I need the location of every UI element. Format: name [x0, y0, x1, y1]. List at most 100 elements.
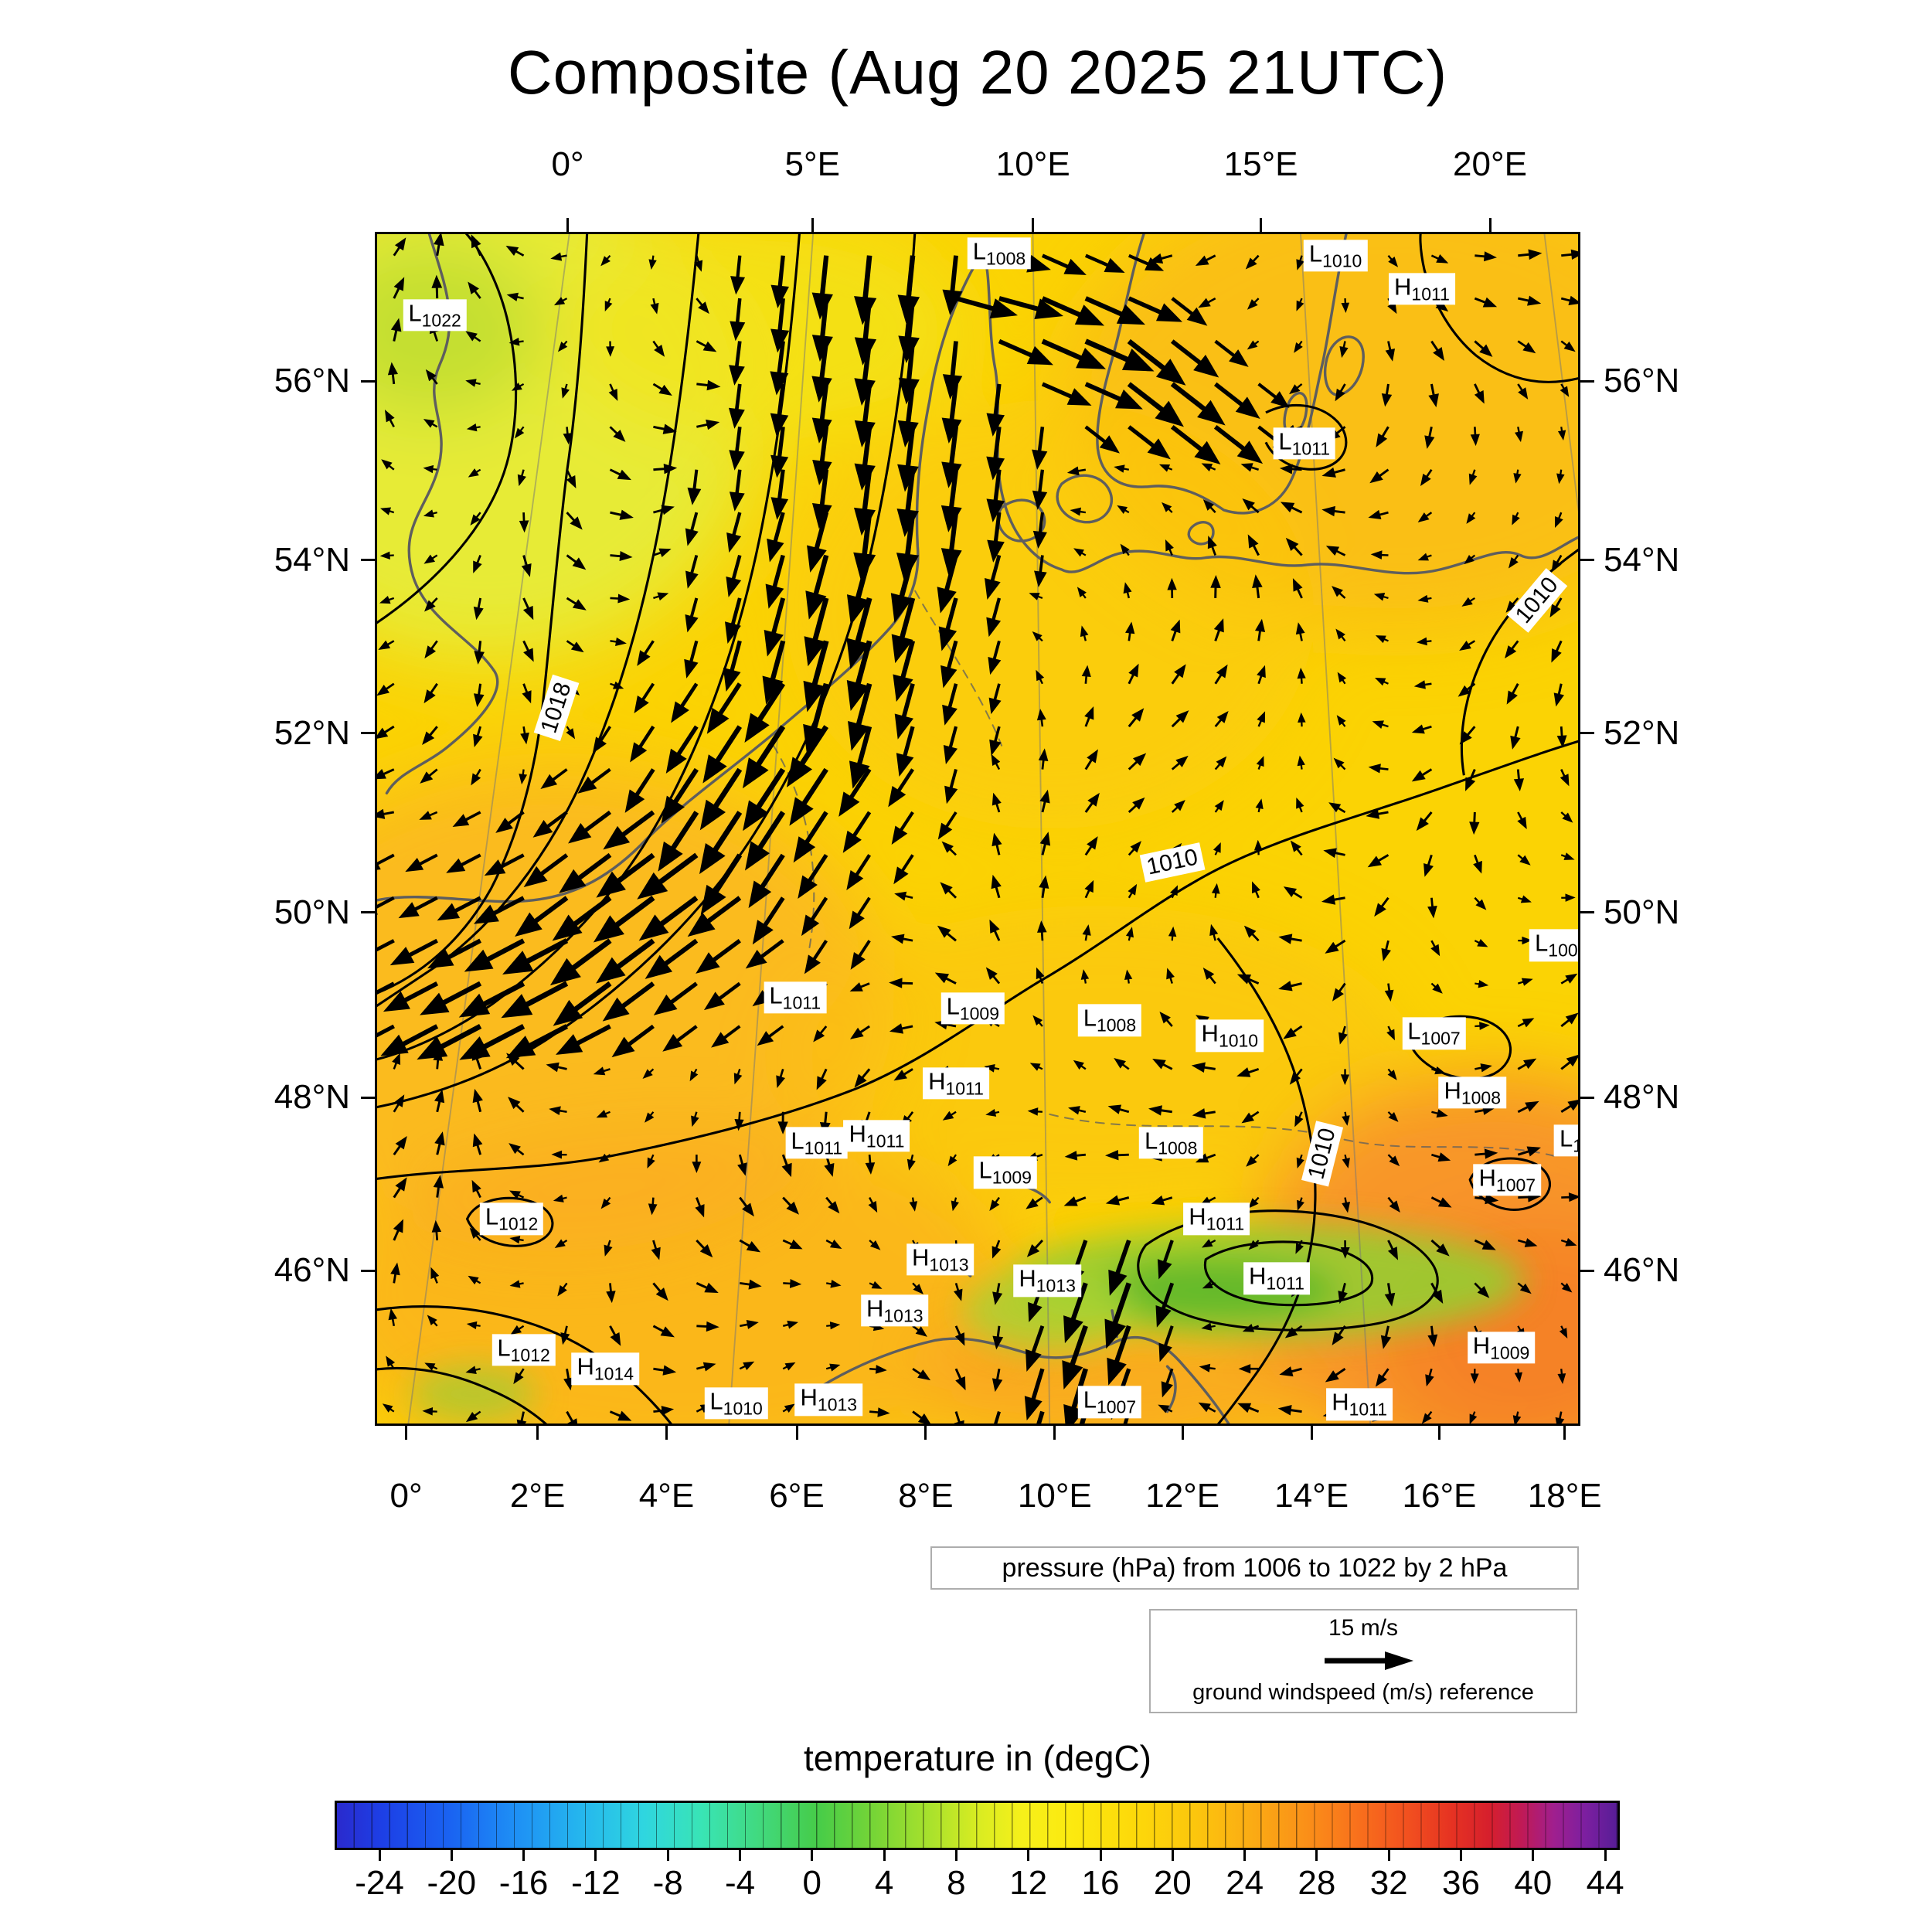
wind-arrow	[1474, 938, 1488, 947]
wind-arrow	[560, 1325, 570, 1345]
wind-arrow	[430, 1267, 440, 1284]
wind-arrow	[846, 554, 872, 625]
axis-tick	[522, 1850, 526, 1861]
bottom-axis-label: 16°E	[1402, 1477, 1477, 1515]
wind-arrow	[1257, 383, 1290, 408]
pressure-center-label: H1009	[1467, 1331, 1536, 1364]
wind-arrow	[765, 554, 785, 609]
wind-arrow	[912, 1325, 927, 1337]
wind-arrow	[566, 640, 584, 653]
wind-arrow	[1430, 1282, 1444, 1304]
wind-arrow	[1248, 1240, 1260, 1250]
wind-arrow	[1247, 534, 1260, 556]
wind-arrow	[943, 726, 958, 765]
wind-arrow	[798, 853, 828, 900]
wind-arrow	[1375, 1368, 1389, 1387]
wind-arrow	[909, 1197, 918, 1212]
wind-arrow	[379, 551, 394, 560]
wind-arrow	[1029, 1063, 1043, 1071]
wind-arrow	[937, 811, 957, 840]
wind-arrow	[889, 978, 913, 988]
wind-arrow	[869, 1365, 887, 1374]
wind-arrow	[725, 597, 742, 644]
wind-arrow	[726, 554, 742, 597]
wind-arrow	[390, 1262, 400, 1284]
wind-legend-caption: ground windspeed (m/s) reference	[1192, 1680, 1534, 1705]
pressure-center-label: H1014	[571, 1352, 640, 1385]
pressure-center-label: L1010	[704, 1387, 768, 1420]
wind-arrow	[610, 509, 634, 520]
wind-arrow	[609, 426, 626, 442]
wind-arrow	[989, 919, 1001, 941]
wind-arrow	[648, 1197, 658, 1216]
wind-arrow	[1368, 764, 1389, 774]
wind-arrow	[604, 298, 613, 312]
wind-arrow	[1431, 1066, 1446, 1075]
wind-arrow	[502, 938, 569, 975]
pressure-center-label: L1010	[1303, 240, 1368, 272]
wind-arrow	[854, 1068, 871, 1088]
right-axis-label: 54°N	[1604, 540, 1680, 579]
wind-arrow	[1128, 753, 1147, 770]
wind-arrow	[1295, 622, 1305, 641]
wind-arrow	[937, 925, 957, 942]
bottom-axis-label: 4°E	[638, 1477, 695, 1515]
wind-arrow	[624, 768, 655, 813]
wind-arrow	[388, 1308, 398, 1327]
wind-arrow	[1202, 1281, 1216, 1289]
wind-arrow	[519, 769, 528, 785]
wind-arrow	[1108, 1240, 1131, 1296]
wind-arrow	[742, 725, 786, 789]
wind-arrow	[434, 1089, 445, 1113]
wind-arrow	[1214, 664, 1228, 685]
wind-arrow	[1417, 594, 1432, 603]
wind-arrow	[1430, 254, 1449, 264]
bottom-axis-label: 2°E	[509, 1477, 566, 1515]
wind-arrow	[1368, 509, 1389, 519]
top-axis-label: 20°E	[1453, 145, 1527, 183]
wind-arrow	[1117, 505, 1130, 514]
wind-arrow	[770, 255, 789, 309]
wind-arrow	[473, 726, 483, 748]
wind-arrow	[610, 594, 631, 604]
wind-arrow	[606, 1283, 616, 1304]
colorbar-tick-label: -12	[571, 1864, 621, 1902]
bottom-axis-label: 6°E	[769, 1477, 825, 1515]
wind-arrow	[424, 597, 438, 612]
wind-arrow	[648, 255, 657, 270]
wind-arrow	[1029, 593, 1043, 600]
wind-arrow	[991, 753, 1001, 770]
wind-arrow	[557, 340, 568, 352]
wind-arrow	[1104, 1282, 1131, 1349]
wind-arrow	[1036, 709, 1046, 727]
pressure-center-label: L1008	[1077, 1004, 1142, 1036]
wind-arrow	[893, 1068, 913, 1081]
colorbar-tick-label: -20	[427, 1864, 477, 1902]
wind-arrow	[603, 810, 655, 850]
top-axis-label: 15°E	[1223, 145, 1298, 183]
wind-arrow	[653, 981, 698, 1015]
wind-arrow	[846, 854, 872, 890]
wind-arrow	[1298, 712, 1306, 727]
wind-arrow	[1513, 769, 1525, 791]
wind-arrow	[1026, 1196, 1043, 1209]
wind-arrow	[1336, 715, 1346, 727]
pressure-center-label: L1008	[1529, 929, 1578, 961]
wind-arrow	[592, 726, 612, 754]
pressure-center-label: L1022	[403, 298, 467, 332]
wind-arrow	[1424, 427, 1435, 449]
wind-arrow	[985, 967, 1001, 985]
axis-tick	[1580, 732, 1594, 735]
wind-arrow	[377, 981, 395, 995]
wind-arrow	[685, 597, 699, 633]
wind-arrow	[1340, 1240, 1350, 1259]
wind-arrow	[696, 298, 709, 315]
right-axis-label: 56°N	[1604, 362, 1680, 400]
wind-arrow	[730, 255, 746, 295]
wind-arrow	[474, 641, 485, 665]
wind-arrow	[1073, 1060, 1087, 1070]
pressure-center-label: L1007	[1077, 1386, 1142, 1418]
wind-arrow	[1039, 832, 1051, 855]
wind-arrow	[653, 463, 678, 474]
wind-arrow	[1290, 840, 1303, 856]
